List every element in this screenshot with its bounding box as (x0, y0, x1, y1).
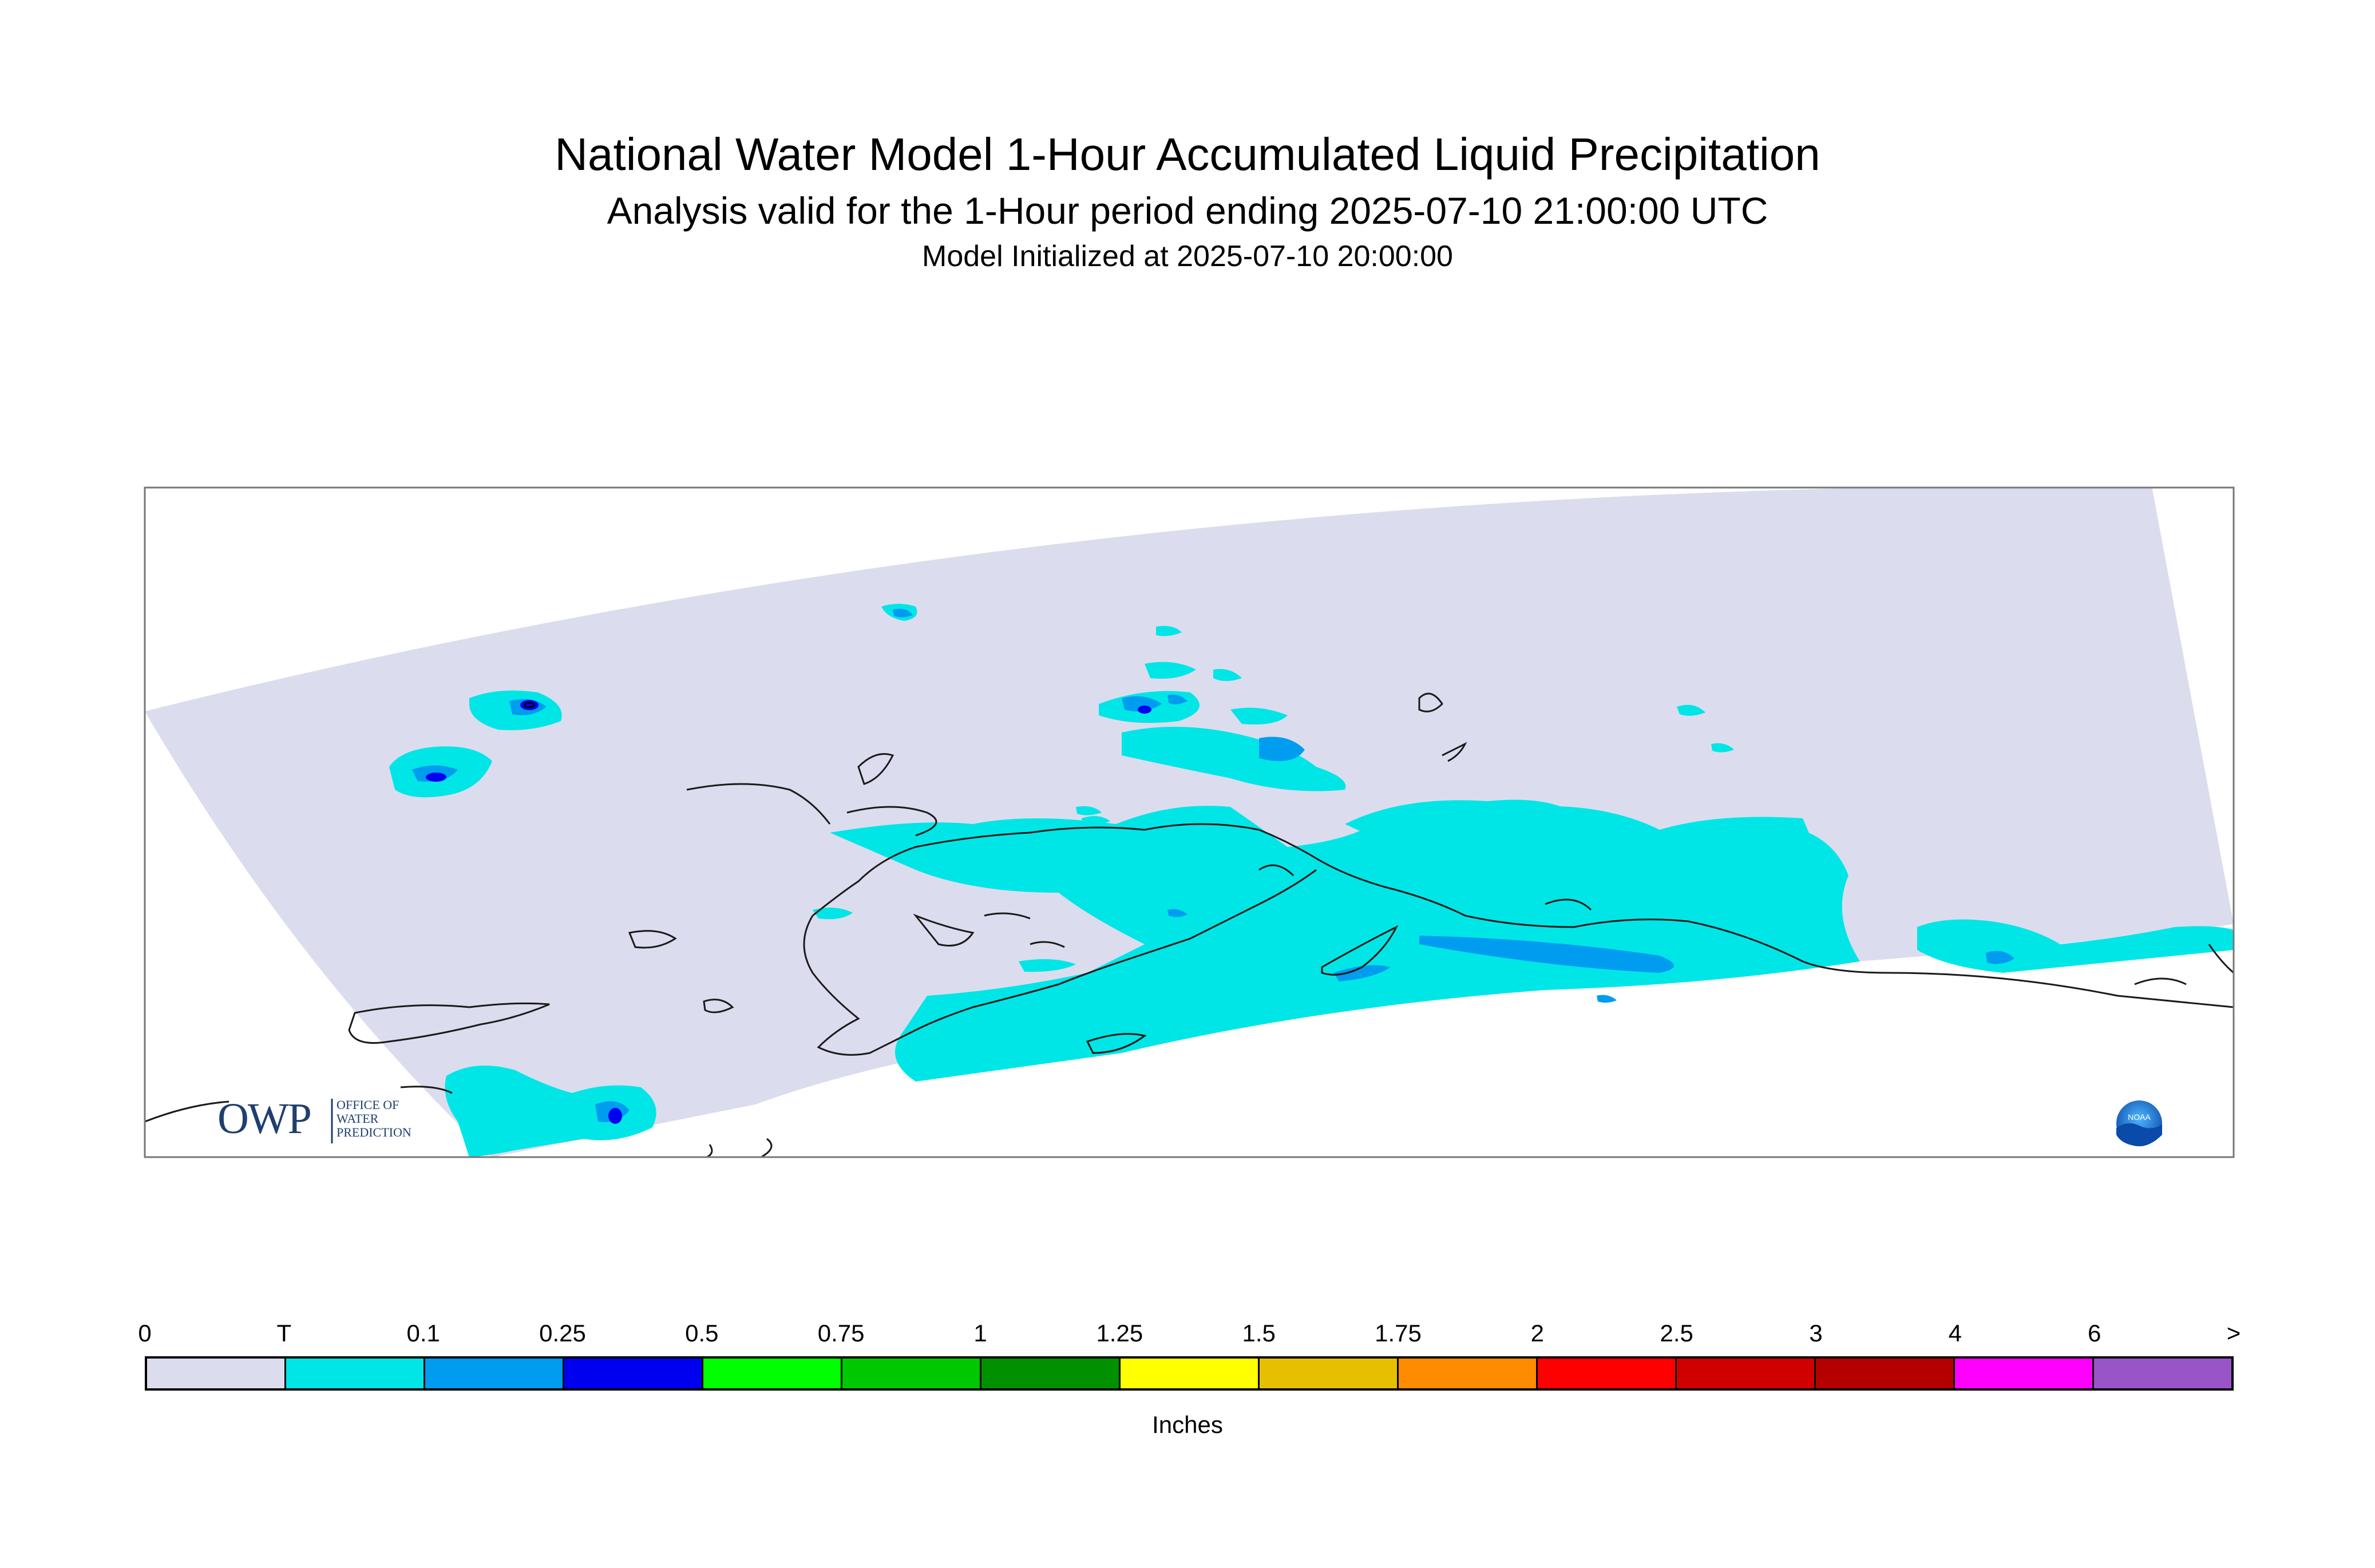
trace-precip-areas (389, 604, 2234, 1157)
legend-tick-label: 0 (138, 1320, 152, 1347)
legend-swatch (425, 1359, 564, 1388)
legend-swatch (1121, 1359, 1260, 1388)
legend-swatch (1816, 1359, 1955, 1388)
legend-tick-label: 6 (2087, 1320, 2101, 1347)
legend-tick-label: 1.5 (1242, 1320, 1276, 1347)
legend-swatch (842, 1359, 981, 1388)
legend-swatch (981, 1359, 1121, 1388)
map-title: National Water Model 1-Hour Accumulated … (555, 129, 1820, 180)
legend-colorbar (145, 1356, 2234, 1391)
model-init-time: Model Initialized at 2025-07-10 20:00:00 (922, 240, 1453, 273)
legend-tick-label: T (276, 1320, 292, 1347)
legend-swatch (1399, 1359, 1538, 1388)
owp-logo: OWP OFFICE OF WATER PREDICTION (217, 1095, 411, 1143)
noaa-logo: NOAA (2114, 1098, 2164, 1149)
legend-swatch (1955, 1359, 2094, 1388)
legend-tick-label: 4 (1948, 1320, 1962, 1347)
legend-tick-label: 1.75 (1375, 1320, 1422, 1347)
legend-tick-label: 0.5 (685, 1320, 719, 1347)
coastlines (145, 692, 2234, 1157)
noaa-text: NOAA (2128, 1112, 2151, 1122)
legend-swatch (703, 1359, 842, 1388)
heavy-precip-areas (426, 700, 1151, 1124)
legend-tick-label: 2 (1530, 1320, 1545, 1347)
legend-swatch (1677, 1359, 1816, 1388)
legend-tick-label: 0.75 (817, 1320, 865, 1347)
owp-letters: OWP (217, 1095, 311, 1143)
owp-line3: PREDICTION (337, 1125, 411, 1139)
legend-tick-label: 0.25 (539, 1320, 586, 1347)
legend-tick-label: > (2226, 1320, 2241, 1347)
map-frame (144, 486, 2235, 1158)
legend-tick-label: 3 (1809, 1320, 1823, 1347)
legend-swatch (286, 1359, 425, 1388)
legend-units: Inches (1152, 1411, 1223, 1438)
legend-tick-label: 0.1 (406, 1320, 440, 1347)
legend-tick-label: 1 (973, 1320, 987, 1347)
legend-swatch (1260, 1359, 1399, 1388)
legend-tick-label: 1.25 (1096, 1320, 1143, 1347)
legend-swatch (1538, 1359, 1677, 1388)
legend-swatch (564, 1359, 703, 1388)
owp-line2: WATER (337, 1111, 379, 1126)
legend-tick-label: 2.5 (1660, 1320, 1693, 1347)
owp-line1: OFFICE OF (337, 1098, 399, 1112)
map-subtitle: Analysis valid for the 1-Hour period end… (607, 189, 1768, 232)
legend-swatch (2094, 1359, 2231, 1388)
legend-swatch (147, 1359, 286, 1388)
